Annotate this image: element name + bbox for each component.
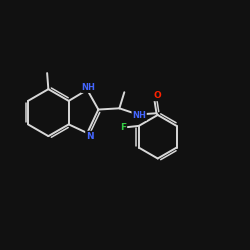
Text: NH: NH — [82, 83, 96, 92]
Text: F: F — [120, 122, 126, 132]
Text: N: N — [86, 132, 94, 140]
Text: O: O — [153, 92, 161, 100]
Text: NH: NH — [132, 111, 146, 120]
